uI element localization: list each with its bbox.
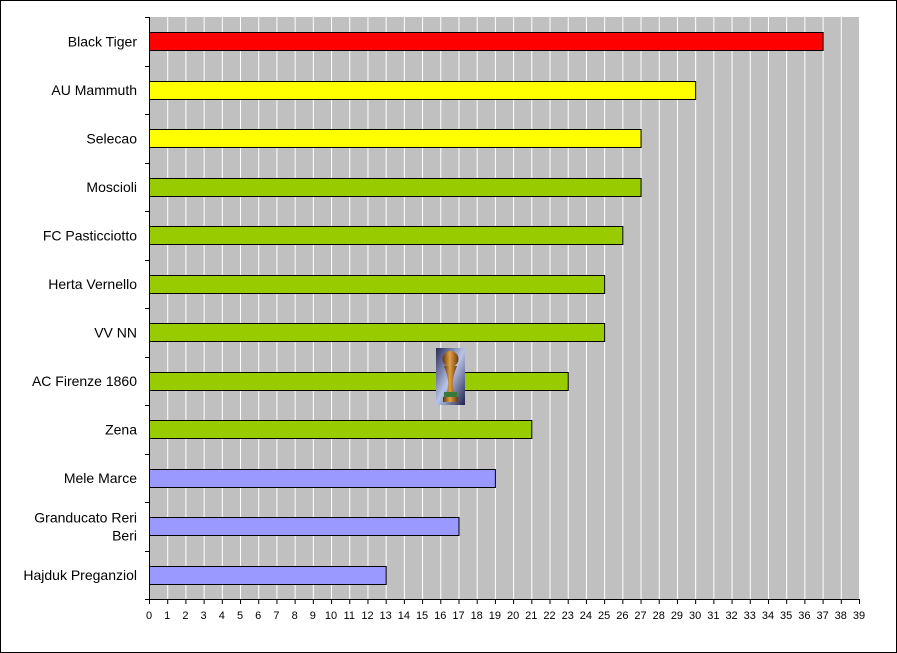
x-tick-label: 6: [255, 610, 261, 622]
category-label: Hajduk Preganziol: [23, 567, 137, 583]
bar: [149, 323, 606, 342]
x-tick-label: 23: [562, 610, 574, 622]
category-label: Herta Vernello: [48, 276, 137, 292]
category-label: VV NN: [94, 324, 137, 340]
bar: [149, 372, 569, 391]
x-tick-label: 20: [507, 610, 519, 622]
x-tick-label: 25: [598, 610, 610, 622]
x-tick-label: 21: [525, 610, 537, 622]
bar: [149, 420, 533, 439]
x-tick-label: 9: [310, 610, 316, 622]
x-tick-label: 27: [634, 610, 646, 622]
category-label: Black Tiger: [68, 33, 138, 49]
x-tick-label: 5: [237, 610, 243, 622]
x-tick-label: 29: [671, 610, 683, 622]
x-tick-label: 2: [182, 610, 188, 622]
x-tick-label: 8: [292, 610, 298, 622]
bar: [149, 129, 642, 148]
x-tick-label: 18: [471, 610, 483, 622]
bar: [149, 469, 496, 488]
category-label: AC Firenze 1860: [32, 373, 137, 389]
x-tick-label: 3: [201, 610, 207, 622]
x-tick-label: 19: [489, 610, 501, 622]
x-tick-label: 33: [744, 610, 756, 622]
category-label: Zena: [105, 421, 137, 437]
x-tick-label: 35: [780, 610, 792, 622]
category-label: AU Mammuth: [51, 82, 137, 98]
bar: [149, 178, 642, 197]
x-tick-label: 10: [325, 610, 337, 622]
bar: [149, 81, 697, 100]
x-tick-label: 28: [653, 610, 665, 622]
category-label: Moscioli: [86, 179, 137, 195]
plot-area: [149, 17, 859, 599]
x-tick-label: 16: [434, 610, 446, 622]
bar: [149, 566, 387, 585]
x-tick-label: 22: [543, 610, 555, 622]
bar: [149, 226, 624, 245]
category-label: FC Pasticciotto: [43, 227, 137, 243]
x-tick-label: 14: [398, 610, 410, 622]
trophy-icon: [436, 348, 465, 405]
x-tick-label: 12: [361, 610, 373, 622]
x-tick-label: 36: [798, 610, 810, 622]
x-tick-label: 24: [580, 610, 592, 622]
category-label: Mele Marce: [64, 470, 137, 486]
x-tick-label: 32: [725, 610, 737, 622]
bar: [149, 275, 606, 294]
x-tick-label: 17: [452, 610, 464, 622]
category-label: Selecao: [86, 130, 137, 146]
x-tick-label: 34: [762, 610, 774, 622]
x-tick-label: 15: [416, 610, 428, 622]
x-tick-label: 7: [273, 610, 279, 622]
x-tick-label: 26: [616, 610, 628, 622]
x-tick-label: 0: [146, 610, 152, 622]
bar: [149, 32, 824, 51]
x-tick-label: 11: [344, 610, 355, 622]
x-tick-label: 37: [816, 610, 828, 622]
x-tick-label: 39: [853, 610, 865, 622]
x-tick-label: 4: [219, 610, 225, 622]
x-tick-label: 38: [835, 610, 847, 622]
category-label: Granducato Reri Beri: [34, 509, 137, 543]
x-tick-label: 13: [380, 610, 392, 622]
x-tick-label: 31: [707, 610, 719, 622]
x-tick-label: 1: [164, 610, 170, 622]
bar: [149, 517, 460, 536]
x-tick-label: 30: [689, 610, 701, 622]
